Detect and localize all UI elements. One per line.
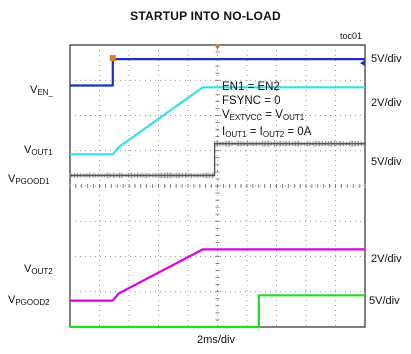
condition-enable: EN1 = EN2	[222, 81, 280, 93]
condition-fsync: FSYNC = 0	[222, 95, 281, 107]
timebase-label: 2ms/div	[197, 334, 235, 346]
traces	[69, 55, 365, 329]
trigger-marker	[214, 45, 221, 50]
grid	[69, 44, 366, 328]
trace-vout1	[70, 86, 365, 156]
label-vout1: VOUT1	[24, 144, 53, 157]
trigger-position-marker	[109, 55, 116, 62]
test-conditions: EN1 = EN2 FSYNC = 0 VEXTVCC = VOUT1 IOUT…	[222, 80, 311, 142]
figure-id: toc01	[340, 31, 363, 41]
scale-vout1: 2V/div	[371, 97, 402, 109]
label-vout2: VOUT2	[24, 263, 53, 276]
condition-load: IOUT1 = IOUT2 = 0A	[222, 126, 312, 139]
trace-vpgood2	[70, 294, 365, 329]
scale-vpgood2: 5V/div	[369, 295, 400, 307]
trace-noise-vpgood1	[69, 140, 365, 179]
channel-level-marker	[360, 60, 365, 67]
label-ven: VEN_	[30, 84, 53, 97]
condition-extvcc: VEXTVCC = VOUT1	[222, 109, 305, 122]
scale-vpgood1: 5V/div	[371, 156, 402, 168]
label-vpgood1: VPGOOD1	[8, 173, 50, 186]
label-vpgood2: VPGOOD2	[8, 294, 50, 307]
chart-title: STARTUP INTO NO-LOAD	[130, 9, 281, 23]
scale-vout2: 2V/div	[371, 253, 402, 265]
trace-vout2	[70, 248, 365, 302]
trace-ven	[70, 58, 365, 87]
scale-ven: 5V/div	[371, 53, 402, 65]
